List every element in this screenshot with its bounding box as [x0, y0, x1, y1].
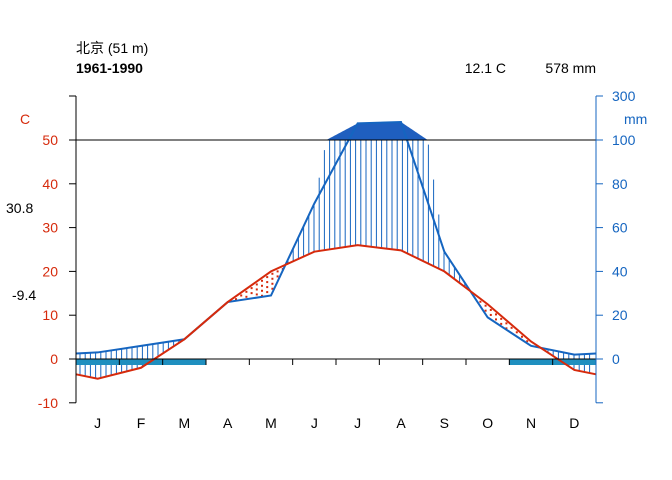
temperature-tick-label: 50 [42, 132, 58, 148]
arid-dot [261, 284, 263, 287]
precipitation-line [75, 121, 597, 356]
station-label: 北京 (51 m) [76, 40, 148, 56]
arid-dot [255, 283, 258, 286]
arid-dot [515, 331, 518, 334]
arid-dot [261, 279, 263, 282]
month-label: J [354, 415, 361, 431]
temperature-line [75, 244, 597, 380]
precipitation-unit-label: mm [624, 111, 647, 127]
arid-dot [521, 335, 523, 338]
precipitation-tick-label: 0 [612, 351, 620, 367]
month-label: D [569, 415, 579, 431]
temperature-tick-label: -10 [38, 395, 58, 411]
arid-dot [526, 340, 529, 343]
arid-dot [266, 286, 269, 289]
arid-dot [510, 326, 513, 329]
arid-dot [255, 293, 258, 296]
arid-dot [245, 295, 248, 298]
month-label: N [526, 415, 536, 431]
arid-dot [245, 290, 248, 293]
absolute-min-temperature-label: -9.4 [12, 287, 36, 303]
month-label: F [137, 415, 146, 431]
frost-bar [162, 359, 206, 365]
month-label: M [265, 415, 277, 431]
arid-dot [271, 277, 274, 280]
arid-dot [240, 294, 243, 297]
month-label: M [178, 415, 190, 431]
frost-bar [509, 359, 553, 365]
arid-dot [276, 270, 279, 273]
frost-bar [76, 359, 120, 365]
arid-dot [495, 313, 497, 316]
frost-period-bars [76, 359, 596, 365]
arid-dot [489, 308, 492, 311]
frost-bar [552, 359, 596, 365]
precipitation-tick-label: 60 [612, 220, 628, 236]
temperature-unit-label: C [20, 111, 30, 127]
precipitation-tick-label: 80 [612, 176, 628, 192]
arid-dot [484, 304, 487, 307]
arid-dot [250, 292, 253, 295]
arid-dot [505, 327, 508, 330]
arid-dot [271, 272, 274, 275]
arid-dot [479, 300, 482, 303]
precipitation-tick-label: 40 [612, 263, 628, 279]
temperature-tick-label: 10 [42, 307, 58, 323]
month-label: A [396, 415, 406, 431]
frost-bar [119, 359, 163, 365]
temperature-tick-label: 20 [42, 263, 58, 279]
month-label: J [311, 415, 318, 431]
temperature-tick-label: 0 [50, 351, 58, 367]
series-lines [75, 121, 597, 380]
arid-dot [255, 288, 258, 291]
arid-dot [261, 289, 263, 292]
month-label: A [223, 415, 233, 431]
precipitation-tick-label: 20 [612, 307, 628, 323]
temperature-tick-label: 40 [42, 176, 58, 192]
arid-dot [235, 298, 237, 301]
arid-period-dots [235, 268, 529, 343]
annual-precipitation-label: 578 mm [545, 60, 596, 76]
arid-dot [276, 275, 279, 278]
arid-dot [266, 281, 269, 284]
arid-dot [500, 317, 503, 320]
precipitation-tick-label: 100 [612, 132, 636, 148]
humid-period-area [79, 122, 591, 379]
axes: -10 0 10 20 30 40 50 0 20 40 60 80 100 300 J F M A M J J A S O N… [38, 88, 636, 431]
arid-dot [484, 309, 487, 312]
month-label: O [482, 415, 493, 431]
arid-dot [495, 318, 497, 321]
arid-dot [271, 282, 274, 285]
arid-dot [250, 287, 253, 290]
period-label: 1961-1990 [76, 60, 143, 76]
month-label: J [94, 415, 101, 431]
absolute-max-temperature-label: 30.8 [6, 200, 33, 216]
arid-dot [505, 322, 508, 325]
temperature-tick-label: 30 [42, 220, 58, 236]
arid-dot [271, 287, 274, 290]
arid-dot [489, 313, 492, 316]
precipitation-tick-label: 300 [612, 88, 636, 104]
month-label: S [440, 415, 449, 431]
arid-dot [266, 291, 269, 294]
arid-dot [500, 322, 503, 325]
mean-temperature-label: 12.1 C [465, 60, 506, 76]
arid-dot [266, 276, 269, 279]
humid-solid-fill [327, 122, 427, 140]
arid-dot [261, 294, 263, 297]
